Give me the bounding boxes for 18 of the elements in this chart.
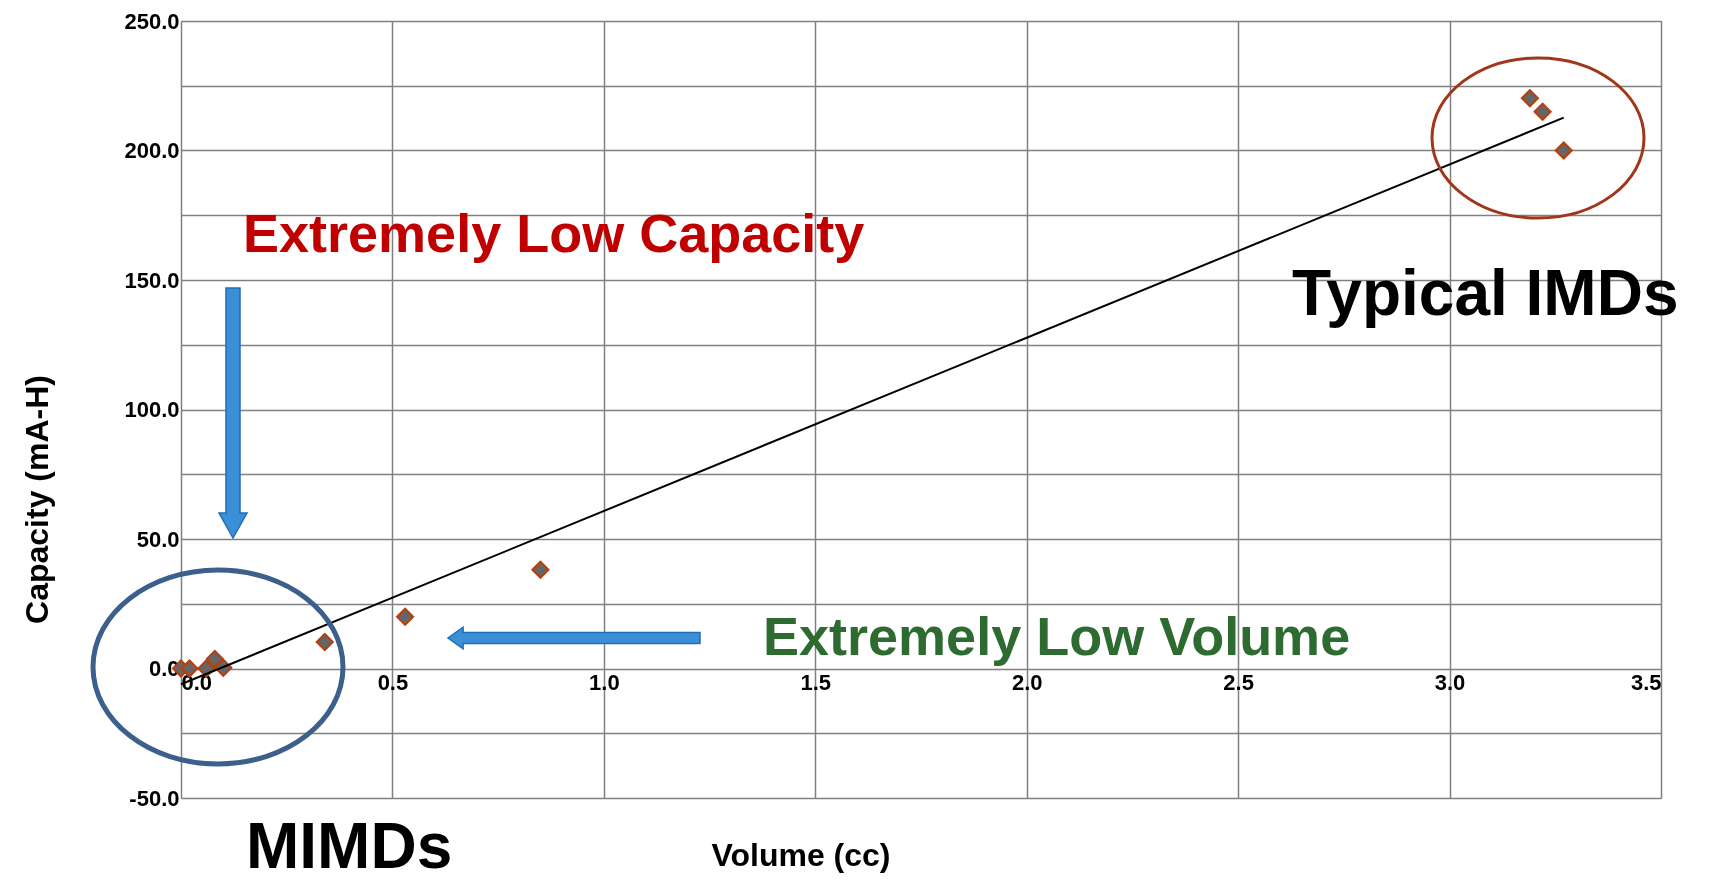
- y-tick-label: 100.0: [124, 397, 180, 422]
- x-tick-label: 1.5: [800, 670, 832, 695]
- x-tick-label: 2.5: [1223, 670, 1254, 695]
- y-tick-label: -50.0: [129, 785, 180, 811]
- y-tick-label: 200.0: [124, 138, 180, 163]
- annotation: Typical IMDs: [1292, 257, 1679, 329]
- x-tick-label: 2.0: [1011, 670, 1043, 695]
- x-tick-label: 1.0: [589, 670, 620, 695]
- x-tick-label: 0.5: [377, 670, 409, 695]
- text: MIMDs: [246, 810, 453, 880]
- y-tick-label: 250.0: [124, 8, 180, 34]
- x-tick-label: 3.5: [1630, 670, 1662, 695]
- y-tick-label: 50.0: [136, 526, 180, 552]
- y-axis-title: Capacity (mA-H): [19, 375, 55, 624]
- annotation: Extremely Low Capacity: [243, 203, 865, 263]
- y-tick-label: 150.0: [124, 267, 180, 293]
- x-axis-title: Volume (cc): [711, 837, 891, 873]
- x-tick-label: 3.0: [1434, 670, 1466, 695]
